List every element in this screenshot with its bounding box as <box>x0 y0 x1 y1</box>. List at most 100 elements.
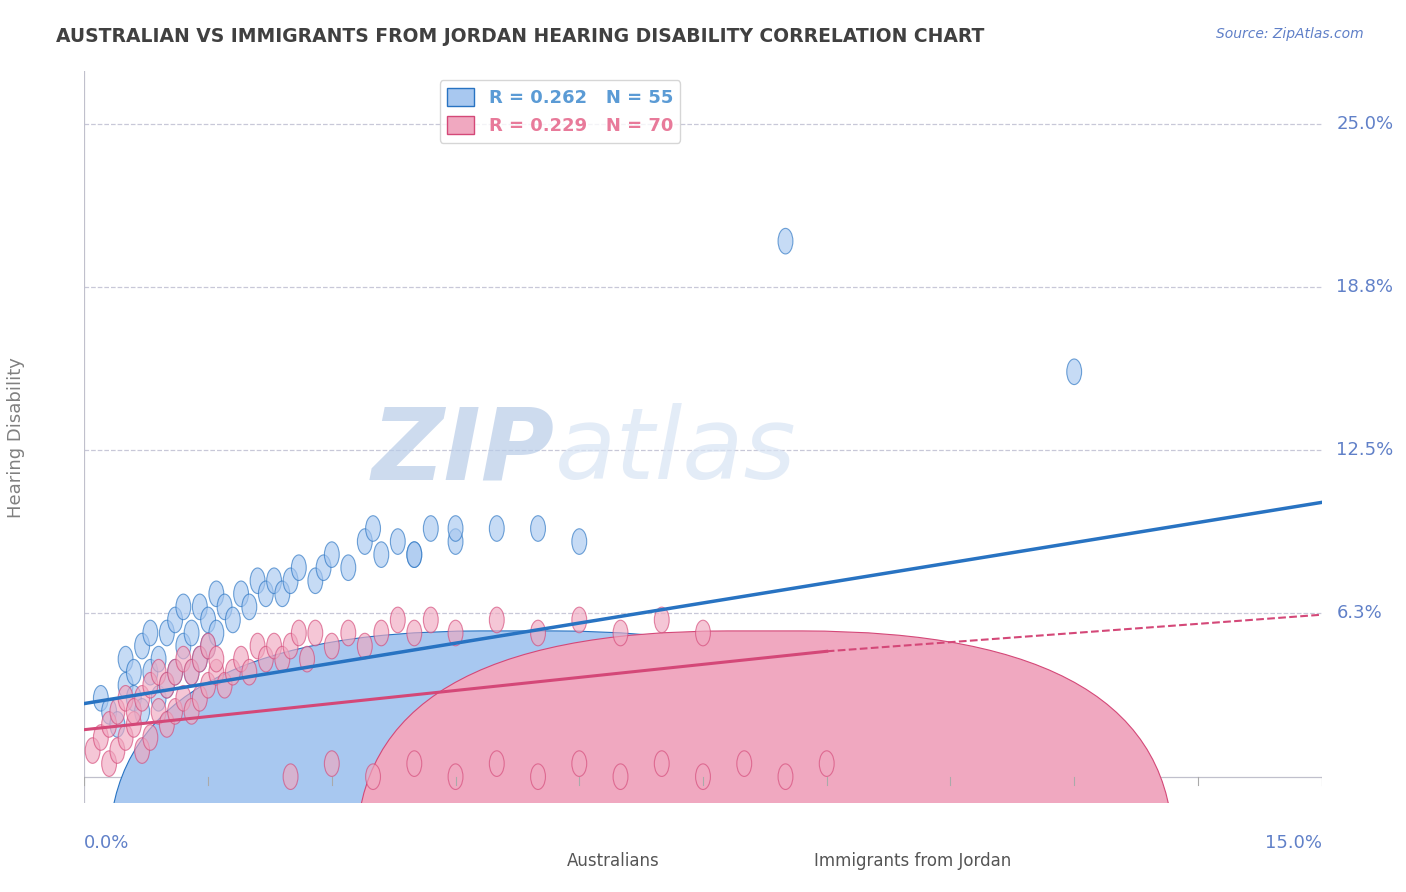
Ellipse shape <box>489 516 505 541</box>
Ellipse shape <box>267 633 281 659</box>
Ellipse shape <box>283 764 298 789</box>
Ellipse shape <box>250 633 264 659</box>
Ellipse shape <box>276 581 290 607</box>
Ellipse shape <box>184 659 200 685</box>
Ellipse shape <box>820 751 834 776</box>
Ellipse shape <box>654 607 669 632</box>
Text: 6.3%: 6.3% <box>1337 605 1382 623</box>
Ellipse shape <box>110 698 125 724</box>
Ellipse shape <box>489 751 505 776</box>
Ellipse shape <box>406 541 422 567</box>
Ellipse shape <box>143 724 157 750</box>
Ellipse shape <box>259 581 273 607</box>
Ellipse shape <box>159 712 174 737</box>
Ellipse shape <box>530 764 546 789</box>
Ellipse shape <box>406 541 422 567</box>
Ellipse shape <box>242 594 257 620</box>
Ellipse shape <box>101 712 117 737</box>
Ellipse shape <box>530 620 546 646</box>
Ellipse shape <box>225 607 240 632</box>
Ellipse shape <box>135 633 149 659</box>
Ellipse shape <box>449 764 463 789</box>
Ellipse shape <box>135 738 149 764</box>
Ellipse shape <box>423 516 439 541</box>
FancyBboxPatch shape <box>357 631 1173 892</box>
Ellipse shape <box>184 620 200 646</box>
Ellipse shape <box>613 620 628 646</box>
Ellipse shape <box>201 673 215 698</box>
Text: 25.0%: 25.0% <box>1337 114 1393 133</box>
Ellipse shape <box>449 529 463 554</box>
Ellipse shape <box>572 751 586 776</box>
Ellipse shape <box>374 620 388 646</box>
Ellipse shape <box>242 659 257 685</box>
Ellipse shape <box>406 620 422 646</box>
Ellipse shape <box>374 541 388 567</box>
Ellipse shape <box>299 647 315 672</box>
Ellipse shape <box>101 698 117 724</box>
Ellipse shape <box>176 686 191 711</box>
Ellipse shape <box>127 698 141 724</box>
Ellipse shape <box>143 620 157 646</box>
Ellipse shape <box>152 647 166 672</box>
Ellipse shape <box>225 659 240 685</box>
Ellipse shape <box>152 686 166 711</box>
Ellipse shape <box>127 686 141 711</box>
Ellipse shape <box>325 633 339 659</box>
Ellipse shape <box>118 724 134 750</box>
Text: AUSTRALIAN VS IMMIGRANTS FROM JORDAN HEARING DISABILITY CORRELATION CHART: AUSTRALIAN VS IMMIGRANTS FROM JORDAN HEA… <box>56 27 984 45</box>
Ellipse shape <box>654 751 669 776</box>
Ellipse shape <box>184 659 200 685</box>
Ellipse shape <box>366 764 381 789</box>
Ellipse shape <box>159 673 174 698</box>
Ellipse shape <box>176 647 191 672</box>
Ellipse shape <box>110 712 125 737</box>
Ellipse shape <box>167 698 183 724</box>
Ellipse shape <box>193 647 207 672</box>
Ellipse shape <box>233 647 249 672</box>
Ellipse shape <box>316 555 330 581</box>
Ellipse shape <box>340 555 356 581</box>
Ellipse shape <box>308 620 323 646</box>
Ellipse shape <box>118 647 134 672</box>
Ellipse shape <box>127 712 141 737</box>
Ellipse shape <box>308 568 323 593</box>
Ellipse shape <box>184 698 200 724</box>
Ellipse shape <box>366 516 381 541</box>
Ellipse shape <box>209 659 224 685</box>
Ellipse shape <box>423 607 439 632</box>
Ellipse shape <box>530 516 546 541</box>
Text: Australians: Australians <box>567 853 659 871</box>
Ellipse shape <box>572 607 586 632</box>
Ellipse shape <box>193 686 207 711</box>
Ellipse shape <box>209 620 224 646</box>
Ellipse shape <box>118 686 134 711</box>
Ellipse shape <box>118 673 134 698</box>
Ellipse shape <box>152 659 166 685</box>
Ellipse shape <box>217 673 232 698</box>
Ellipse shape <box>778 228 793 254</box>
Ellipse shape <box>193 594 207 620</box>
Ellipse shape <box>489 607 505 632</box>
Ellipse shape <box>357 529 373 554</box>
Ellipse shape <box>176 594 191 620</box>
Ellipse shape <box>325 751 339 776</box>
Text: Hearing Disability: Hearing Disability <box>7 357 25 517</box>
Ellipse shape <box>167 659 183 685</box>
Text: ZIP: ZIP <box>371 403 554 500</box>
Ellipse shape <box>143 659 157 685</box>
Ellipse shape <box>778 764 793 789</box>
Ellipse shape <box>110 738 125 764</box>
Ellipse shape <box>357 633 373 659</box>
Ellipse shape <box>325 541 339 567</box>
Ellipse shape <box>209 647 224 672</box>
Ellipse shape <box>159 673 174 698</box>
Text: Source: ZipAtlas.com: Source: ZipAtlas.com <box>1216 27 1364 41</box>
Ellipse shape <box>193 647 207 672</box>
Ellipse shape <box>449 620 463 646</box>
Ellipse shape <box>167 607 183 632</box>
Ellipse shape <box>276 647 290 672</box>
Ellipse shape <box>613 764 628 789</box>
Ellipse shape <box>201 633 215 659</box>
Text: 12.5%: 12.5% <box>1337 442 1393 459</box>
